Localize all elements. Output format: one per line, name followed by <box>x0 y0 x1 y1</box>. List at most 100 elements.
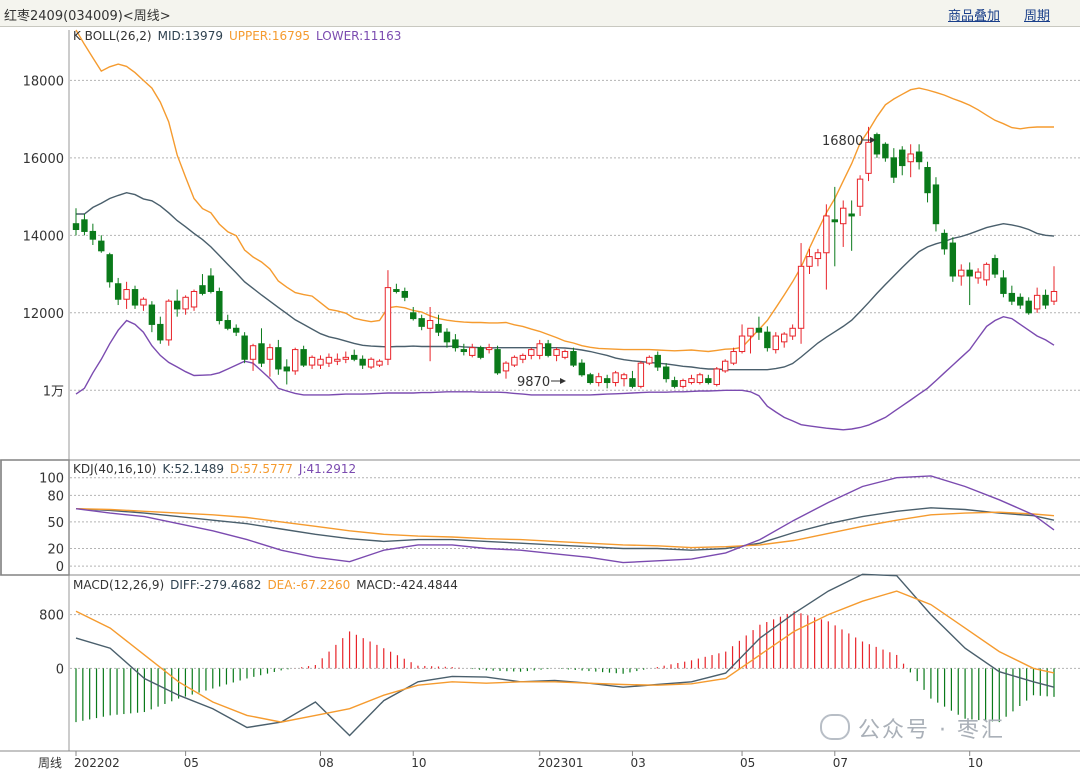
candle-up <box>317 358 324 366</box>
candle-up <box>266 347 274 360</box>
high-arrow-head-icon <box>870 137 876 143</box>
y-axis-column <box>0 30 69 773</box>
candle-up <box>781 333 788 343</box>
k-y-tick-label: 14000 <box>23 229 64 244</box>
high-annotation: 16800 <box>822 134 863 149</box>
watermark: 公众号 · 枣汇 <box>820 712 1005 744</box>
boll-upper-line <box>75 29 1054 353</box>
candle-up <box>123 289 130 300</box>
candle-down <box>932 184 940 225</box>
candle-down <box>764 331 771 349</box>
candle-up <box>907 153 914 163</box>
candle-down <box>173 300 181 310</box>
candle-down <box>941 232 948 250</box>
macd-dea-line <box>75 590 1055 723</box>
candle-down <box>1042 294 1049 306</box>
candle-up <box>620 374 628 380</box>
candle-up <box>502 362 510 372</box>
candle-up <box>384 287 392 360</box>
candle-up <box>806 256 813 267</box>
candle-down <box>232 327 240 333</box>
candle-up <box>367 358 375 368</box>
candle-up <box>730 351 737 364</box>
candle-down <box>131 289 139 306</box>
candle-down <box>1025 300 1032 314</box>
candle-up <box>721 360 729 372</box>
x-tick-label: 10 <box>411 756 426 770</box>
candle-up <box>140 298 147 306</box>
candle-down <box>578 362 586 376</box>
candle-up <box>519 354 527 360</box>
candle-up <box>182 296 189 310</box>
x-tick-label: 202202 <box>74 756 120 770</box>
candle-up <box>612 372 619 384</box>
boll-bands <box>75 29 1055 431</box>
candle-up <box>292 349 299 372</box>
candle-down <box>873 134 881 155</box>
x-tick-label: 202301 <box>538 756 584 770</box>
candle-down <box>662 366 670 380</box>
k-y-tick-label: 1万 <box>43 384 64 399</box>
x-tick-label: 10 <box>968 756 983 770</box>
candle-down <box>157 323 164 341</box>
kdj-j-line <box>75 475 1055 564</box>
instrument-title: 红枣2409(034009)<周线> <box>4 9 171 24</box>
candle-down <box>570 351 577 366</box>
candle-up <box>485 347 493 351</box>
macd-histogram <box>75 611 1055 723</box>
candle-down <box>258 343 265 364</box>
y-axis-labels: 18000 16000 14000 12000 1万 100 80 50 20 0 800 0 <box>23 74 64 677</box>
low-annotation: 9870 <box>517 375 550 390</box>
candle-down <box>882 143 889 159</box>
candle-up <box>814 252 822 260</box>
candle-down <box>216 290 223 322</box>
candle-up <box>553 349 560 356</box>
candle-down <box>899 149 906 167</box>
candle-up <box>696 374 704 384</box>
candle-down <box>89 230 97 240</box>
period-button[interactable]: 周期 <box>1024 9 1051 24</box>
candle-down <box>949 242 957 277</box>
title-bar: 红枣2409(034009)<周线> 商品叠加 周期 <box>0 0 1080 27</box>
candle-up <box>637 362 645 387</box>
macd-panel-title: MACD(12,26,9) DIFF:-279.4682 DEA:-67.2260 M… <box>73 578 458 592</box>
candle-up <box>840 207 847 225</box>
candle-up <box>1050 290 1058 302</box>
candle-down <box>275 347 282 370</box>
candle-down <box>148 304 156 325</box>
candle-down <box>460 349 468 353</box>
x-tick-label: 05 <box>740 756 755 770</box>
candle-down <box>106 254 113 283</box>
kdj-lines <box>75 475 1055 564</box>
x-tick-label: 07 <box>833 756 848 770</box>
candle-up <box>528 349 535 356</box>
candle-down <box>199 285 206 294</box>
x-tick-label: 05 <box>184 756 199 770</box>
candle-down <box>915 151 923 163</box>
kdj-y-tick-label: 80 <box>47 489 64 504</box>
candle-down <box>890 157 898 178</box>
overlay-commodity-button[interactable]: 商品叠加 <box>948 9 1001 24</box>
candle-up <box>856 178 864 207</box>
candle-up <box>561 351 569 358</box>
candle-down <box>966 269 973 277</box>
candle-up <box>426 320 434 329</box>
candle-up <box>342 356 349 360</box>
candle-down <box>98 240 105 252</box>
candle-down <box>991 258 999 275</box>
candle-down <box>435 323 442 333</box>
candle-down <box>114 283 122 300</box>
candle-down <box>283 366 290 372</box>
kdj-k-line <box>75 507 1055 551</box>
candle-down <box>587 374 594 384</box>
candle-up <box>738 335 746 353</box>
chart-area: 18000 16000 14000 12000 1万 100 80 50 20 0 800 0 202… <box>0 29 1080 773</box>
candle-up <box>190 290 198 308</box>
macd-y-tick-label: 800 <box>39 609 64 624</box>
candle-up <box>772 335 779 351</box>
candle-up <box>688 378 695 384</box>
candle-up <box>249 345 257 360</box>
candle-down <box>924 167 931 194</box>
candle-up <box>747 327 754 337</box>
k-panel-title: K BOLL(26,2) MID:13979 UPPER:16795 LOWER:11… <box>73 29 401 43</box>
